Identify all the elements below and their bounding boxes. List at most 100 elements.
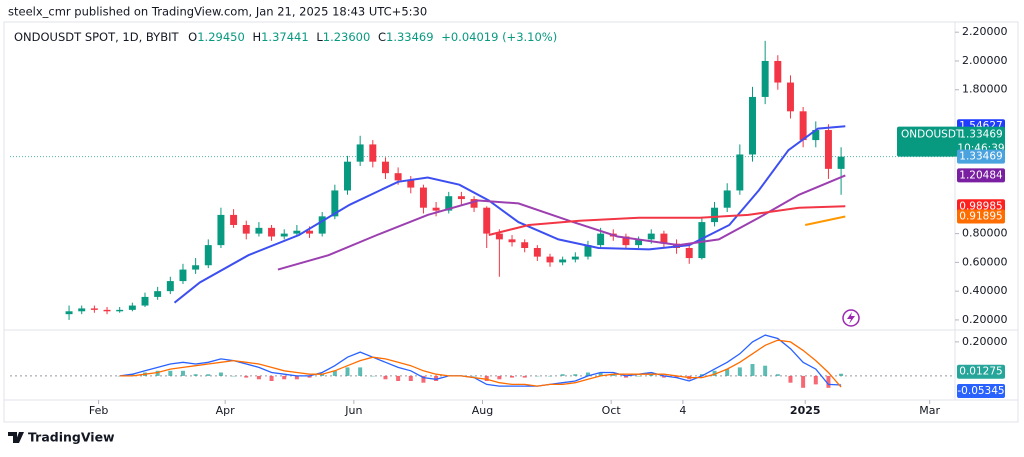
candle-body bbox=[103, 309, 111, 312]
y-tick-label: 0.20000 bbox=[962, 313, 1008, 326]
x-tick-label: Mar bbox=[919, 404, 940, 417]
histogram-bar bbox=[434, 375, 439, 381]
macd-value-label: 0.01275 bbox=[959, 366, 1002, 378]
y-tick-label: 0.20000 bbox=[962, 335, 1008, 348]
histogram-bar bbox=[775, 374, 780, 376]
line-value-label-box bbox=[957, 149, 1005, 164]
candle-body bbox=[635, 239, 643, 246]
candle-body bbox=[824, 130, 832, 169]
histogram-bar bbox=[649, 374, 654, 376]
histogram-bar bbox=[484, 375, 489, 381]
candle-body bbox=[749, 96, 756, 155]
last-price-label: 1.33469 bbox=[959, 129, 1002, 141]
histogram-bar bbox=[244, 375, 249, 378]
published-line: steelx_cmr published on TradingView.com,… bbox=[8, 5, 427, 19]
histogram-bar bbox=[193, 374, 198, 376]
candle-body bbox=[154, 291, 162, 297]
histogram-bar bbox=[826, 375, 831, 388]
histogram-bar bbox=[522, 375, 527, 378]
histogram-bar bbox=[168, 370, 173, 376]
histogram-bar bbox=[320, 374, 325, 376]
candle-body bbox=[786, 82, 794, 112]
candle-body bbox=[470, 199, 478, 208]
candle-body bbox=[647, 233, 655, 240]
candle-body bbox=[318, 216, 326, 234]
ohlc-value: 1.23600 bbox=[323, 30, 371, 44]
histogram-bar bbox=[573, 374, 578, 376]
candle-body bbox=[660, 233, 668, 244]
brand: TradingView bbox=[28, 430, 115, 445]
ma-value-label: 1.20484 bbox=[959, 169, 1003, 181]
macd-line bbox=[119, 339, 842, 388]
symbol-line: ONDOUSDT SPOT, 1D, BYBIT O1.29450 H1.374… bbox=[14, 30, 557, 44]
candle-body bbox=[723, 190, 731, 208]
candle-body bbox=[685, 247, 693, 259]
ma-value-label-box bbox=[957, 209, 1005, 224]
x-tick-label: Feb bbox=[89, 404, 108, 417]
change: +0.04019 (+3.10%) bbox=[441, 30, 557, 44]
candle-body bbox=[128, 305, 136, 310]
histogram-bar bbox=[180, 370, 185, 376]
histogram-bar bbox=[712, 370, 717, 376]
histogram-bar bbox=[585, 372, 590, 376]
histogram-bar bbox=[788, 375, 793, 383]
icon-bolt bbox=[847, 312, 855, 324]
candle-body bbox=[837, 156, 845, 169]
histogram-bar bbox=[294, 375, 299, 380]
macd-value-label-box bbox=[957, 383, 1005, 398]
candle-body bbox=[457, 196, 465, 200]
histogram-bar bbox=[269, 375, 274, 381]
candle-body bbox=[584, 245, 592, 257]
candle-body bbox=[331, 190, 339, 217]
candle-body bbox=[711, 207, 719, 223]
y-tick-label: 0.40000 bbox=[962, 284, 1008, 297]
histogram-bar bbox=[801, 375, 806, 388]
line-value-label: 1.33469 bbox=[959, 151, 1002, 163]
candle-body bbox=[736, 154, 744, 191]
histogram-bar bbox=[345, 367, 350, 376]
histogram-bar bbox=[117, 375, 122, 377]
histogram-bar bbox=[408, 375, 413, 381]
symbol: ONDOUSDT SPOT, 1D, BYBIT bbox=[14, 30, 179, 44]
candle-body bbox=[217, 214, 225, 246]
histogram-bar bbox=[623, 375, 628, 378]
histogram-bar bbox=[763, 365, 768, 376]
candle-body bbox=[799, 111, 807, 141]
y-tick-label: 2.00000 bbox=[962, 54, 1008, 67]
ohlc-key: H bbox=[252, 30, 261, 44]
candle-body bbox=[192, 265, 200, 270]
ohlc-value: 1.37441 bbox=[261, 30, 309, 44]
candle-body bbox=[571, 256, 579, 260]
candle-body bbox=[230, 214, 238, 225]
candle-body bbox=[78, 308, 86, 312]
logo: TradingView bbox=[8, 430, 115, 445]
histogram-bar bbox=[358, 367, 363, 376]
candle-body bbox=[761, 60, 769, 97]
frame bbox=[3, 21, 1019, 423]
candle-body bbox=[483, 207, 491, 234]
histogram-bar bbox=[370, 375, 375, 377]
candle-body bbox=[432, 207, 440, 211]
candle-body bbox=[369, 144, 377, 162]
histogram-bar bbox=[256, 375, 261, 380]
candle-body bbox=[774, 60, 782, 83]
candle-body bbox=[533, 247, 541, 257]
candle-body bbox=[495, 233, 503, 240]
indicator-icon bbox=[842, 309, 860, 327]
candle-body bbox=[597, 233, 605, 246]
candle-body bbox=[356, 144, 364, 162]
ohlc-key: O bbox=[188, 30, 197, 44]
candle-body bbox=[65, 311, 73, 315]
histogram-bar bbox=[383, 375, 388, 380]
histogram-bar bbox=[560, 374, 565, 376]
histogram-bar bbox=[497, 375, 502, 380]
candle-body bbox=[698, 222, 706, 259]
histogram-bar bbox=[155, 370, 160, 376]
histogram-bar bbox=[332, 370, 337, 376]
candle-body bbox=[559, 259, 567, 263]
candle-body bbox=[381, 161, 389, 174]
logo-mark bbox=[8, 432, 24, 443]
candle-body bbox=[306, 230, 314, 234]
candle-body bbox=[622, 236, 630, 246]
